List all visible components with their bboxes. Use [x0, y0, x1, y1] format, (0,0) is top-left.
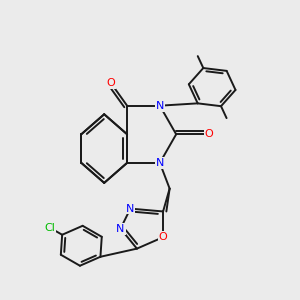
Text: N: N [126, 204, 135, 214]
Text: N: N [116, 224, 125, 234]
Text: N: N [156, 158, 164, 168]
Text: Cl: Cl [44, 223, 55, 233]
Text: N: N [156, 101, 164, 111]
Text: O: O [159, 232, 167, 242]
Text: O: O [205, 129, 213, 139]
Text: O: O [106, 78, 115, 88]
